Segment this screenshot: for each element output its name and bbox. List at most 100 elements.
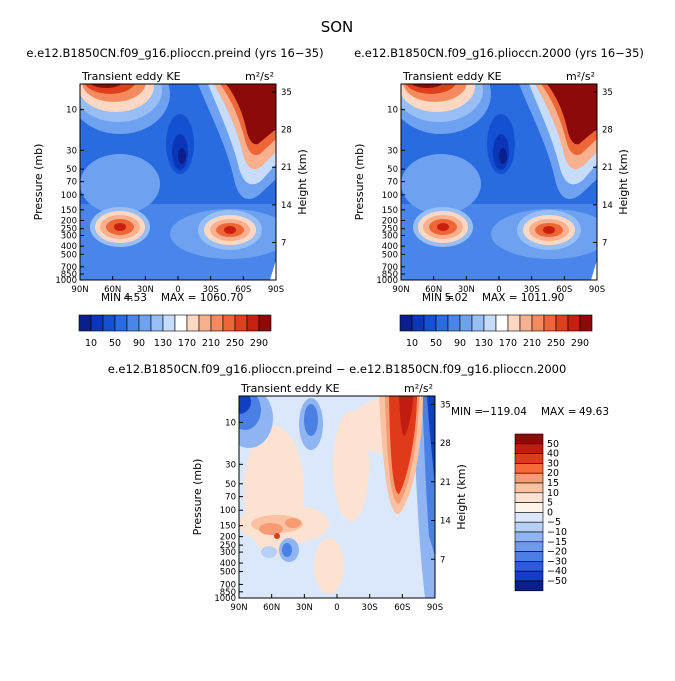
panel-diff-colorbar-box <box>514 502 544 513</box>
panel-preind-ytick-label: 1000 <box>55 276 77 286</box>
panel-preind-ylabel: Pressure (mb) <box>32 144 45 221</box>
panel-diff-title: e.e12.B1850CN.f09_g16.plioccn.preind − e… <box>108 362 567 376</box>
panel-2000: Transient eddy KE m²/s² <box>353 70 630 295</box>
panel-diff-xtick-label: 30S <box>362 603 378 613</box>
panel-2000-colorbar-box <box>459 314 473 332</box>
panel-preind-colorbar-label: 170 <box>178 338 196 349</box>
panel-2000-colorbar-box <box>435 314 449 332</box>
panel-diff-max-value: 49.63 <box>579 406 609 418</box>
panel-2000-xtick-label: 90N <box>392 285 409 295</box>
panel-diff-colorbar-box <box>514 433 544 445</box>
panel-diff-colorbar-box <box>514 531 544 543</box>
panel-2000-xtick-label: 0 <box>496 285 501 295</box>
panel-2000-colorbar-box <box>507 314 521 332</box>
panel-preind-colorbar-label: 250 <box>226 338 244 349</box>
figure-title: SON <box>321 18 354 36</box>
panel-2000-y2label: Height (km) <box>617 149 630 215</box>
panel-preind-ytick-label: 300 <box>61 231 77 241</box>
panel-2000-ytick-label: 30 <box>387 146 398 156</box>
panel-preind-ytick-label: 70 <box>66 178 77 188</box>
panel-diff-min-value: −119.04 <box>481 406 527 418</box>
panel-preind-y2tick-label: 7 <box>281 238 286 248</box>
panel-diff-ytick-label: 500 <box>220 568 236 578</box>
panel-diff-colorbar-label: −50 <box>547 576 567 587</box>
panel-preind-ytick-label: 10 <box>66 106 77 116</box>
panel-2000-colorbar-box <box>555 314 569 332</box>
panel-2000-xtick-label: 60S <box>556 285 572 295</box>
panel-diff-colorbar-box <box>514 482 544 494</box>
panel-diff-colorbar-label: 0 <box>547 507 553 518</box>
panel-2000-y2tick-label: 21 <box>602 163 613 173</box>
panel-preind-colorbar-label: 210 <box>202 338 220 349</box>
panel-diff-y2tick-label: 35 <box>440 400 451 410</box>
panel-diff-ytick-label: 400 <box>220 559 236 569</box>
panel-preind-colorbar-label: 10 <box>85 338 97 349</box>
panel-2000-colorbar-box <box>579 314 593 332</box>
panel-diff-colorbar-box <box>514 463 544 474</box>
panel-2000-units: m²/s² <box>566 70 595 83</box>
panel-diff-colorbar-label: 5 <box>547 498 553 509</box>
panel-2000-colorbar-label: 10 <box>406 338 418 349</box>
panel-preind-colorbar-box <box>150 314 164 332</box>
panel-diff-colorbar-box <box>514 541 544 552</box>
panel-preind-colorbar-box <box>102 314 116 332</box>
panel-2000-y2tick-label: 35 <box>602 88 613 98</box>
panel-diff-xtick-label: 90S <box>427 603 443 613</box>
panel-2000-ytick-label: 1000 <box>376 276 398 286</box>
panel-2000-max: MAX = 1011.90 <box>482 292 564 304</box>
panel-2000-ytick-label: 150 <box>382 206 398 216</box>
panel-diff-min-label: MIN = <box>451 406 483 418</box>
panel-preind-colorbar-box <box>246 314 260 332</box>
panel-2000-colorbar-label: 210 <box>523 338 541 349</box>
panel-2000-field <box>401 84 597 280</box>
panel-diff-colorbar-box <box>514 492 544 503</box>
panel-preind-colorbar-box <box>78 314 92 332</box>
panel-diff-colorbar-label: 50 <box>547 439 559 450</box>
panel-preind-colorbar-box <box>174 314 188 332</box>
panel-2000-colorbar-label: 170 <box>499 338 517 349</box>
panel-diff-xtick-label: 0 <box>334 603 339 613</box>
panel-2000-y2tick-label: 14 <box>602 201 613 211</box>
panel-2000-xtick-label: 30S <box>524 285 540 295</box>
panel-preind-field <box>80 84 276 280</box>
colorbar-2000: 10 50 90 130 170 210 250 290 <box>399 314 593 349</box>
panel-diff-colorbar-label: 15 <box>547 478 559 489</box>
panel-diff-colorbar-label: −20 <box>547 547 567 558</box>
panel-preind-y2tick-label: 21 <box>281 163 292 173</box>
panel-diff-ytick-label: 100 <box>220 506 236 516</box>
panel-2000-xtick-label: 30N <box>458 285 475 295</box>
panel-2000-title: e.e12.B1850CN.f09_g16.plioccn.2000 (yrs … <box>354 46 644 60</box>
panel-diff-colorbar-box <box>514 570 544 582</box>
panel-diff-ytick-label: 200 <box>220 533 236 543</box>
panel-preind-ytick-label: 250 <box>61 225 77 235</box>
panel-preind-colorbar-label: 90 <box>133 338 145 349</box>
panel-preind-colorbar-box <box>258 314 272 332</box>
panel-2000-ylabel: Pressure (mb) <box>353 144 366 221</box>
panel-preind-ytick-label: 200 <box>61 216 77 226</box>
panel-diff-colorbar-box <box>514 551 544 562</box>
panel-diff-colorbar-label: −10 <box>547 527 567 538</box>
panel-diff-colorbar-box <box>514 580 544 592</box>
panel-diff-ytick-label: 700 <box>220 580 236 590</box>
panel-2000-min-value: 5.02 <box>445 292 468 304</box>
panel-2000-colorbar-box <box>519 314 533 332</box>
panel-2000-colorbar-box <box>423 314 437 332</box>
panel-preind-min-value: 4.53 <box>124 292 147 304</box>
panel-diff-xtick-label: 60S <box>394 603 410 613</box>
panel-2000-ytick-label: 250 <box>382 225 398 235</box>
panel-preind-ytick-label: 150 <box>61 206 77 216</box>
panel-2000-colorbar-box <box>567 314 581 332</box>
panel-diff-colorbar-label: 40 <box>547 449 559 460</box>
panel-diff-xtick-label: 90N <box>230 603 247 613</box>
panel-preind-y2label: Height (km) <box>296 149 309 215</box>
panel-preind-units: m²/s² <box>245 70 274 83</box>
panel-preind-ytick-label: 400 <box>61 242 77 252</box>
panel-diff-colorbar-label: −15 <box>547 537 567 548</box>
panel-2000-ytick-label: 10 <box>387 106 398 116</box>
panel-2000-colorbar-box <box>399 314 413 332</box>
panel-preind-max: MAX = 1060.70 <box>161 292 243 304</box>
panel-preind-colorbar-box <box>210 314 224 332</box>
panel-diff-ytick-label: 30 <box>225 460 236 470</box>
